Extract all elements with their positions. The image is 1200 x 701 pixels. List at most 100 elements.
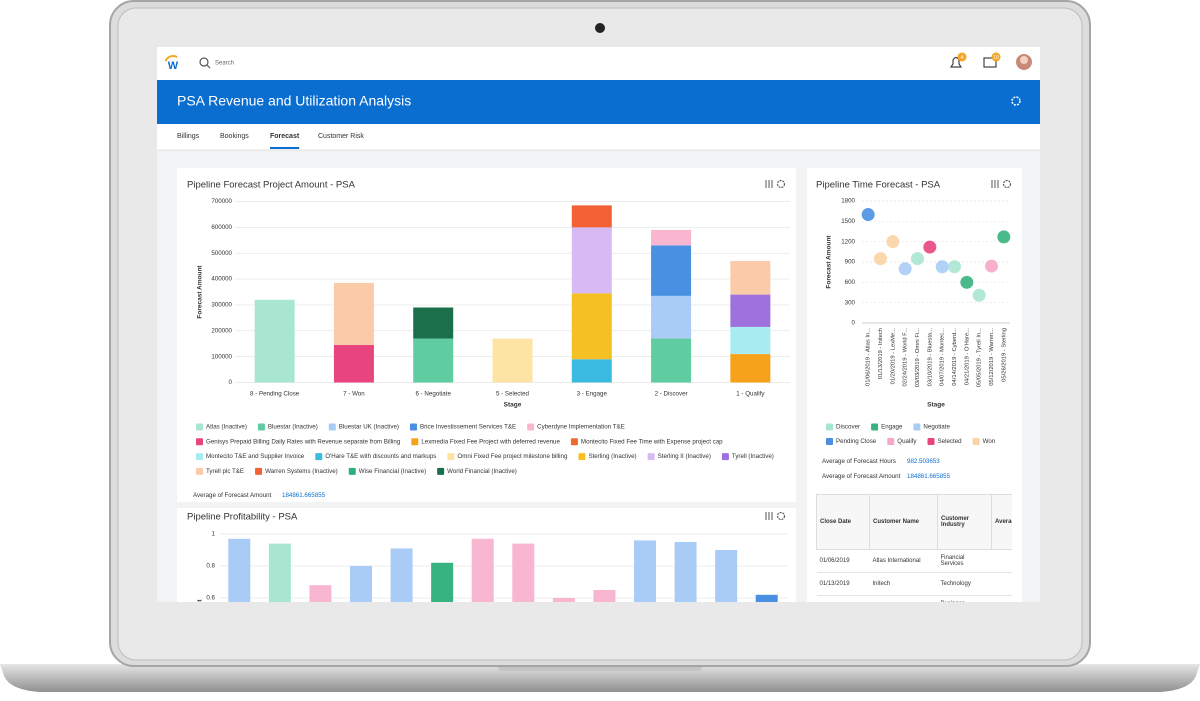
legend-label: Negotiate <box>923 424 950 431</box>
search-input[interactable]: Search <box>215 61 234 67</box>
badge <box>957 52 967 62</box>
legend-swatch <box>871 423 879 431</box>
legend-label: O'Hare T&E with discounts and markups <box>325 453 436 460</box>
x-tick-label: 3 - Engage <box>577 391 608 398</box>
bubble <box>886 235 900 249</box>
x-tick-label: 04/07/2019 - Montec... <box>940 328 946 386</box>
bar <box>634 540 656 602</box>
legend-swatch <box>527 423 535 431</box>
tab-bar <box>157 124 1040 150</box>
summary-value[interactable]: 982.503653 <box>907 458 940 465</box>
legend-swatch <box>411 438 419 446</box>
legend-swatch <box>196 453 203 461</box>
table-cell: Technology <box>937 572 992 596</box>
y-tick-label: 0 <box>229 379 233 386</box>
summary-value[interactable]: 184861.665855 <box>282 492 326 499</box>
settings-icon[interactable] <box>776 511 786 521</box>
bar <box>552 598 575 602</box>
legend-label: Wise Financial (Inactive) <box>359 468 426 475</box>
y-tick-label: 900 <box>845 259 856 266</box>
camera <box>595 23 605 33</box>
x-tick-label: 05/26/2019 - Sterling <box>1001 328 1007 382</box>
table-row: 01/06/2019 Atlas International Financial S… <box>816 549 1012 573</box>
legend-label: World Financial (Inactive) <box>447 468 517 475</box>
forecast-chart: Pipeline Forecast Project Amount - PSA 0 1… <box>187 179 790 499</box>
legend-label: Discover <box>836 424 860 431</box>
bar-segment <box>730 354 771 383</box>
y-axis-label: Forecast Amount <box>197 265 204 319</box>
settings-icon[interactable] <box>1011 96 1021 106</box>
chart-title: Pipeline Time Forecast - PSA <box>816 180 941 191</box>
badge-count: 4 <box>961 55 964 61</box>
logo[interactable]: W <box>168 60 179 72</box>
y-tick-label: 1200 <box>841 238 855 245</box>
legend-label: Pending Close <box>836 438 877 445</box>
legend-swatch <box>578 453 586 461</box>
y-tick-label: 400000 <box>211 276 232 283</box>
table-header: Average Forecast Hours <box>991 494 1012 550</box>
x-tick-label: 02/24/2019 - World F... <box>903 328 909 387</box>
legend-swatch <box>348 467 356 475</box>
y-tick-label: 1800 <box>841 198 855 205</box>
x-axis-label: Stage <box>927 402 945 409</box>
legend-label: Qualify <box>897 438 917 445</box>
tab[interactable]: Billings <box>177 133 200 140</box>
table-wrap: Close Date Customer Name Customer Industry… <box>816 494 1012 602</box>
table-header-row: Close Date Customer Name Customer Industry… <box>816 494 1012 550</box>
legend-item: O'Hare T&E with discounts and markups <box>315 453 436 460</box>
bubble <box>898 262 912 276</box>
summary-value[interactable]: 184861.665855 <box>907 473 951 480</box>
y-tick-label: 100000 <box>211 353 232 360</box>
legend-label: Sterling II (Inactive) <box>658 453 711 460</box>
legend-label: Brice Investissement Services T&E <box>420 424 516 431</box>
legend-item: Negotiate <box>913 423 950 431</box>
legend-swatch <box>196 423 203 431</box>
notification-icon[interactable] <box>949 56 963 68</box>
legend-item: Engage <box>871 423 903 431</box>
y-tick-label: 300 <box>845 299 856 306</box>
tab[interactable]: Customer Risk <box>318 133 364 140</box>
table-header: Customer Industry <box>937 494 992 550</box>
table-cell: Financial Services <box>937 549 992 573</box>
y-tick-label: 200000 <box>211 327 232 334</box>
y-tick-label: 1500 <box>841 218 855 225</box>
tab[interactable]: Bookings <box>220 133 249 140</box>
legend-label: Atlas (Inactive) <box>206 424 247 431</box>
legend-item: Montecito T&E and Supplier Invoice <box>196 453 305 460</box>
y-tick-label: 0 <box>852 320 856 327</box>
bubble <box>911 252 924 266</box>
bar <box>715 550 738 602</box>
legend-label: Warren Systems (Inactive) <box>265 468 338 475</box>
x-tick-label: 01/20/2019 - LexMe... <box>890 328 896 385</box>
legend-label: Montecito T&E and Supplier Invoice <box>206 453 305 460</box>
legend-label: Selected <box>938 438 963 445</box>
bar-segment <box>413 307 454 339</box>
table-cell: 01/13/2019 <box>816 572 870 596</box>
legend-item: Cyberdyne Implementation T&E <box>527 423 625 431</box>
inbox-icon[interactable] <box>983 57 997 68</box>
legend-label: Omni Fixed Fee project milestone billing <box>457 453 568 460</box>
settings-icon[interactable] <box>1002 179 1012 189</box>
chart-title: Pipeline Forecast Project Amount - PSA <box>187 180 356 191</box>
tab[interactable]: Forecast <box>270 133 300 140</box>
bar <box>593 590 616 602</box>
bubble <box>874 252 887 266</box>
legend-swatch <box>315 453 323 461</box>
bar-segment <box>492 338 533 383</box>
table-cell <box>991 595 1012 602</box>
bar <box>512 543 535 602</box>
settings-icon[interactable] <box>776 179 786 189</box>
x-tick-label: 6 - Negotiate <box>415 391 451 398</box>
legend-item: Montecito Fixed Fee Time with Expense pr… <box>570 438 723 445</box>
legend-item: Selected <box>927 438 963 445</box>
legend-swatch <box>913 423 921 431</box>
table-cell: 01/20/2019 <box>816 595 870 602</box>
legend-swatch <box>972 438 980 445</box>
x-tick-label: 5 - Selected <box>496 391 530 398</box>
legend-label: Bluestar (Inactive) <box>268 424 318 431</box>
bar <box>228 538 251 602</box>
legend-swatch <box>721 453 729 461</box>
x-tick-label: 01/06/2019 - Atlas In... <box>866 328 872 386</box>
legend-item: Atlas (Inactive) <box>196 423 247 431</box>
summary-label: Average of Forecast Amount <box>822 473 901 480</box>
